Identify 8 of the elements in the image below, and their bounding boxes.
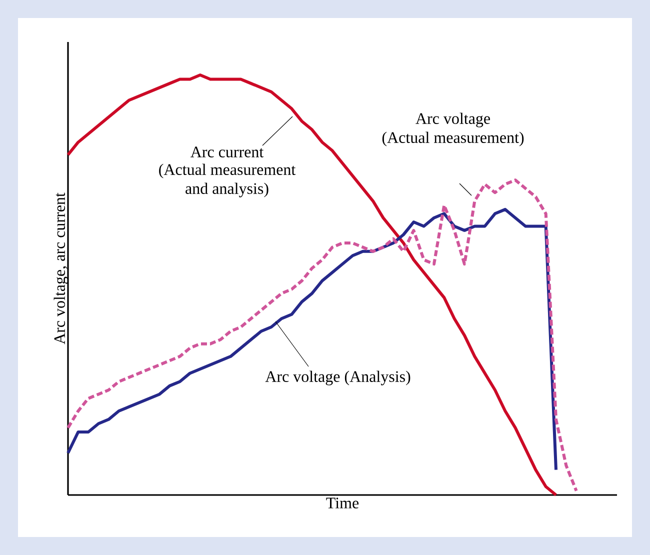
annotation: Arc voltage: [416, 112, 490, 128]
annotation: Arc current: [190, 146, 264, 158]
x-axis-title: Time: [326, 498, 359, 508]
y-axis-title: Arc voltage, arc current: [54, 192, 68, 344]
annotation: Arc voltage (Analysis): [265, 370, 410, 386]
annotation: (Actual measurement: [159, 164, 296, 178]
annotation: (Actual measurement): [382, 132, 524, 146]
annotation: and analysis): [186, 182, 268, 198]
